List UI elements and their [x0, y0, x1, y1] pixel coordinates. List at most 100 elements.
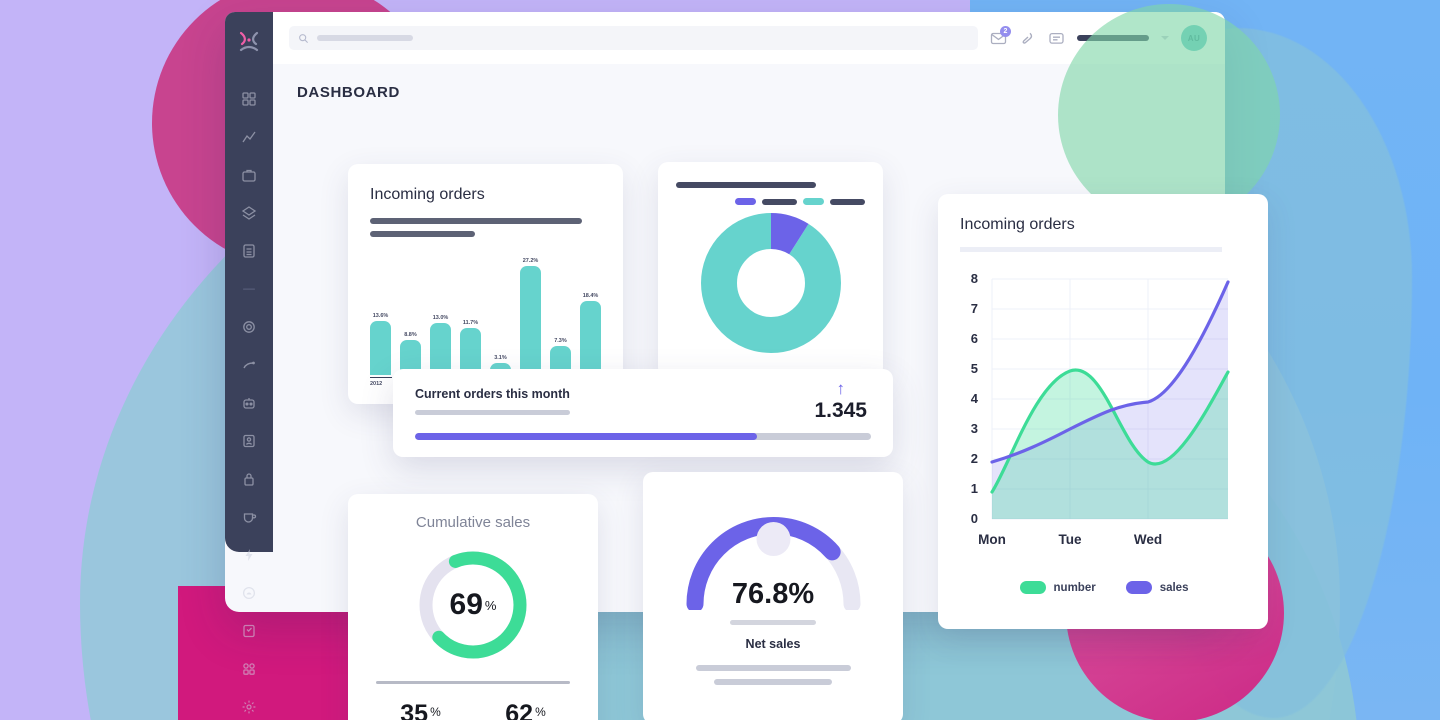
legend-swatch	[1019, 581, 1046, 594]
current-orders-subtitle-placeholder	[415, 410, 570, 415]
number-area	[992, 370, 1228, 519]
subtitle-placeholder-2	[370, 231, 475, 237]
sidebar-item-bolt[interactable]	[240, 547, 258, 563]
card-cumulative-sales: Cumulative sales 69 %	[348, 494, 598, 720]
pin-icon[interactable]	[1019, 30, 1036, 47]
svg-text:4: 4	[971, 391, 979, 406]
svg-text:Mon: Mon	[978, 532, 1006, 547]
bar-value-label: 11.7%	[462, 320, 479, 327]
sidebar-item-cloud[interactable]	[240, 585, 258, 601]
divider	[376, 681, 570, 684]
net-sales-placeholder-3	[714, 679, 832, 685]
svg-text:7: 7	[971, 301, 978, 316]
mail-badge-count: 2	[1000, 25, 1011, 37]
net-sales-gauge: 76.8%	[643, 492, 903, 610]
stat-value: 35	[400, 700, 429, 720]
sidebar-item-user[interactable]	[240, 433, 258, 449]
sidebar-item-chart[interactable]	[240, 129, 258, 145]
legend-label: number	[1053, 581, 1096, 594]
cumulative-sales-value: 69	[449, 588, 483, 621]
search-input[interactable]	[289, 26, 978, 50]
card-title: Incoming orders	[960, 216, 1075, 233]
bar-column: 7.3%	[550, 255, 571, 375]
current-orders-value: 1.345	[814, 399, 867, 422]
bar	[580, 301, 601, 375]
bar-column: 13.6%	[370, 255, 391, 375]
arrow-up-icon: ↑	[836, 379, 845, 398]
card-donut-chart	[658, 162, 883, 377]
net-sales-value: 76.8%	[731, 578, 815, 610]
sidebar-item-calculator[interactable]	[240, 243, 258, 259]
svg-text:8: 8	[971, 271, 978, 286]
legend-swatch	[1125, 581, 1152, 594]
donut-legend	[676, 198, 865, 205]
sidebar-item-note[interactable]	[240, 623, 258, 639]
sidebar-divider	[240, 281, 258, 297]
sales-line	[990, 280, 1230, 464]
sidebar-item-settings-gear[interactable]	[240, 319, 258, 335]
current-orders-label: Current orders this month	[415, 387, 570, 401]
sidebar-item-briefcase[interactable]	[240, 167, 258, 183]
card-incoming-orders-line: Incoming orders 8 7 6 5 4 3 2 1 0	[938, 194, 1268, 629]
sidebar-item-lock[interactable]	[240, 471, 258, 487]
bar-chart-axis: 2012	[370, 377, 601, 387]
bar-chart-plot: 13.6% 8.8% 13.0% 11.7% 3.1% 27.2% 7.3% 18.4%	[370, 255, 601, 375]
bar-value-label: 7.3%	[554, 337, 567, 344]
sidebar-item-layers[interactable]	[240, 205, 258, 221]
current-orders-progress-fill	[415, 433, 757, 440]
bar	[430, 323, 451, 375]
number-line	[990, 368, 1230, 494]
sidebar-item-preferences[interactable]	[240, 699, 258, 715]
line-chart-svg: 8 7 6 5 4 3 2 1 0	[971, 271, 1230, 547]
sidebar-item-cup[interactable]	[240, 509, 258, 525]
line-subtitle-placeholder	[960, 247, 1222, 252]
sidebar-item-apps[interactable]	[240, 661, 258, 677]
donut-title-placeholder	[676, 182, 816, 188]
legend-swatch-number	[803, 198, 824, 205]
svg-text:5: 5	[971, 361, 978, 376]
donut-svg	[700, 213, 841, 353]
sidebar-item-grid[interactable]	[240, 91, 258, 107]
svg-text:Tue: Tue	[1059, 532, 1082, 547]
bar	[550, 345, 571, 375]
card-current-orders: Current orders this month ↑ 1.345	[393, 369, 893, 457]
bar-column: 8.8%	[400, 255, 421, 375]
app-logo-icon[interactable]	[235, 28, 263, 56]
legend-label-placeholder-2	[830, 198, 865, 205]
svg-text:2: 2	[971, 451, 978, 466]
stat-value: 62	[505, 700, 534, 720]
bar-value-label: 13.0%	[432, 315, 449, 321]
dashboard-content: DASHBOARD Incoming orders 13.6% 8.8% 13.0%…	[273, 64, 1268, 720]
subtitle-placeholder-1	[370, 218, 582, 224]
grid-lines	[991, 278, 1228, 520]
cumulative-ring-svg	[419, 551, 527, 659]
legend-item-sales: sales	[1125, 581, 1189, 594]
bar-value-label: 8.8%	[404, 331, 417, 338]
bar	[460, 328, 481, 375]
legend-label: sales	[1159, 581, 1189, 594]
svg-text:0: 0	[971, 511, 978, 526]
mail-icon[interactable]: 2	[990, 25, 1011, 47]
cumulative-sales-unit: %	[484, 597, 497, 613]
donut-chart	[676, 213, 865, 353]
x-axis-ticks: Mon Tue Wed	[978, 532, 1162, 547]
svg-text:1: 1	[971, 481, 978, 496]
net-sales-placeholder-2	[695, 665, 851, 671]
line-chart-legend: number sales	[960, 581, 1248, 594]
svg-text:6: 6	[971, 331, 978, 346]
card-title: Incoming orders	[370, 186, 485, 203]
sidebar	[225, 12, 273, 714]
net-sales-gauge-svg	[686, 517, 860, 610]
top-bar: 2 AU	[273, 12, 1225, 64]
message-icon[interactable]	[1048, 30, 1065, 47]
bar-value-label: 27.2%	[522, 258, 539, 265]
search-placeholder	[317, 35, 413, 41]
sidebar-item-link[interactable]	[240, 357, 258, 373]
card-incoming-orders-bars: Incoming orders 13.6% 8.8% 13.0% 11.7% 3.1% 2…	[348, 164, 623, 404]
card-net-sales: 76.8% Net sales	[643, 472, 903, 720]
bar-column: 3.1%	[490, 255, 511, 375]
bar-column: 27.2%	[520, 255, 541, 375]
page-title: DASHBOARD	[297, 84, 400, 101]
cumulative-sales-stats: 35% last week 62% last month	[368, 700, 578, 720]
sidebar-item-robot[interactable]	[240, 395, 258, 411]
